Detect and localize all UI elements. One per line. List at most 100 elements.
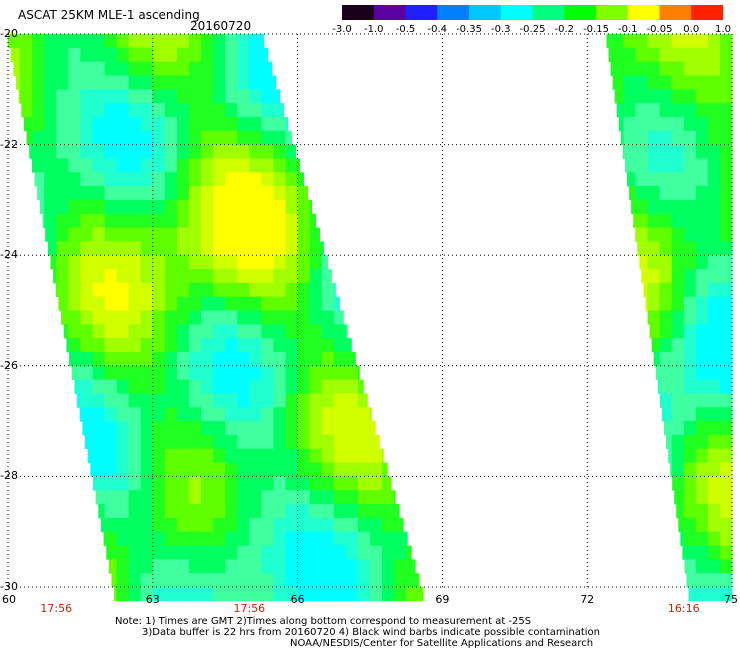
data-cell [201, 269, 214, 284]
data-cell [189, 61, 202, 76]
longitude-label: 75 [724, 593, 738, 606]
data-cell [707, 545, 721, 560]
data-cell [297, 393, 311, 408]
data-cell [44, 199, 57, 215]
data-cell [249, 421, 262, 436]
data-cell [635, 186, 648, 201]
data-cell [345, 448, 359, 463]
data-cell [719, 421, 733, 436]
data-cell [357, 379, 364, 394]
data-cell [213, 310, 226, 325]
data-cell [683, 517, 697, 533]
data-cell [261, 517, 274, 533]
data-cell [116, 407, 130, 422]
data-cell [116, 186, 130, 201]
data-cell [164, 34, 178, 49]
data-cell [333, 490, 347, 505]
data-cell [92, 61, 105, 76]
data-cell [104, 324, 117, 339]
data-cell [176, 490, 190, 505]
data-cell [719, 75, 733, 90]
data-cell [164, 462, 178, 477]
data-cell [249, 462, 262, 477]
data-cell [68, 130, 81, 145]
data-cell [44, 116, 57, 132]
data-cell [98, 504, 105, 519]
data-cell [719, 407, 733, 422]
data-cell [213, 144, 226, 159]
data-cell [176, 365, 190, 381]
data-cell [273, 282, 286, 298]
data-cell [225, 531, 238, 546]
data-cell [695, 47, 709, 63]
data-cell [297, 199, 311, 215]
data-cell [659, 282, 673, 298]
data-cell [309, 338, 323, 353]
data-cell [682, 545, 685, 560]
data-cell [237, 269, 250, 284]
colorbar [342, 5, 723, 20]
data-cell [104, 116, 117, 132]
data-cell [683, 116, 697, 132]
data-cell [189, 573, 202, 588]
data-cell [80, 34, 93, 49]
data-cell [695, 324, 709, 339]
data-cell [128, 282, 142, 298]
colorbar-label: -0.35 [456, 24, 482, 35]
data-cell [106, 545, 117, 560]
data-cell [382, 504, 395, 519]
data-cell [261, 559, 274, 574]
data-cell [213, 269, 226, 284]
data-cell [671, 89, 685, 104]
data-cell [152, 89, 166, 104]
data-cell [128, 75, 142, 90]
data-cell [68, 324, 81, 339]
data-cell [225, 89, 238, 104]
data-cell [683, 545, 697, 560]
data-cell [152, 47, 166, 63]
data-cell [104, 462, 117, 477]
data-cell [719, 476, 733, 491]
data-cell [69, 351, 81, 367]
data-cell [719, 213, 733, 228]
data-cell [42, 213, 45, 228]
data-cell [104, 34, 117, 49]
data-cell [104, 531, 117, 546]
data-cell [671, 324, 685, 339]
data-cell [707, 61, 721, 76]
data-cell [719, 130, 733, 145]
data-cell [719, 434, 733, 450]
data-cell [671, 282, 685, 298]
data-cell [213, 587, 226, 602]
data-cell [297, 213, 311, 228]
data-cell [23, 116, 33, 132]
data-cell [659, 338, 673, 353]
data-cell [333, 296, 340, 311]
data-cell [321, 545, 335, 560]
data-cell [249, 504, 262, 519]
data-cell [237, 365, 250, 381]
data-cell [45, 227, 57, 242]
data-cell [189, 282, 202, 298]
data-cell [140, 103, 154, 118]
data-cell [225, 269, 238, 284]
data-cell [261, 310, 274, 325]
data-cell [176, 587, 190, 602]
data-cell [707, 504, 721, 519]
data-cell [140, 421, 154, 436]
data-cell [116, 227, 130, 242]
data-cell [213, 130, 226, 145]
data-cell [189, 393, 202, 408]
data-cell [670, 462, 673, 477]
data-cell [68, 172, 81, 187]
data-cell [659, 213, 673, 228]
data-cell [108, 559, 117, 574]
data-cell [116, 296, 130, 311]
data-cell [80, 116, 93, 132]
data-cell [695, 490, 709, 505]
data-cell [671, 213, 685, 228]
data-cell [29, 144, 33, 159]
data-cell [68, 144, 81, 159]
data-cell [140, 186, 154, 201]
data-cell [201, 130, 214, 145]
